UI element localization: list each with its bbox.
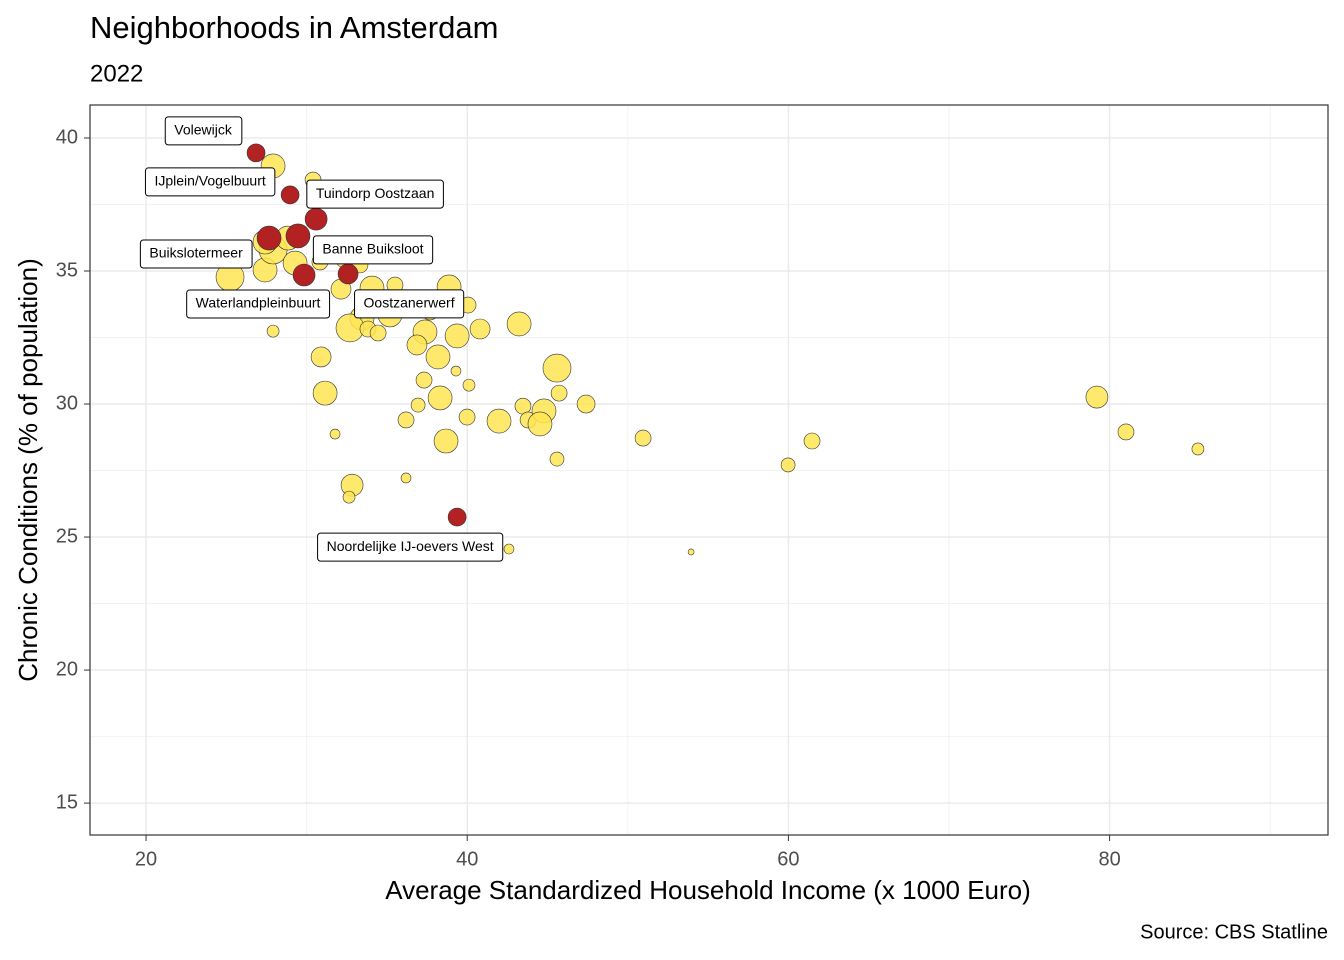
bubble (1117, 423, 1135, 441)
label-box (317, 532, 504, 562)
point-label: IJplein/Vogelbuurt (144, 167, 276, 197)
bubble (1085, 385, 1109, 409)
x-tick-label: 60 (777, 848, 799, 870)
bubble (444, 323, 470, 349)
x-tick-label: 20 (135, 848, 157, 870)
bubble (329, 428, 341, 440)
y-tick-label: 15 (56, 791, 78, 813)
bubble (506, 311, 532, 337)
bubble (469, 318, 491, 340)
y-tick-label: 20 (56, 658, 78, 680)
bubble (369, 324, 387, 342)
bubble (292, 263, 316, 287)
bubble (549, 451, 565, 467)
bubble (447, 507, 467, 527)
bubble (687, 548, 695, 556)
bubble (576, 394, 596, 414)
label-text: Banne Buiksloot (322, 241, 423, 257)
bubble (246, 143, 266, 163)
bubble (462, 378, 476, 392)
bubble (803, 432, 821, 450)
x-axis-label: Average Standardized Household Income (x… (385, 875, 1031, 905)
bubble (337, 263, 359, 285)
label-box (354, 289, 465, 319)
label-box (312, 235, 434, 265)
y-tick-label: 35 (56, 259, 78, 281)
y-tick-label: 40 (56, 126, 78, 148)
bubble (304, 207, 328, 231)
bubble (415, 371, 433, 389)
bubble (634, 429, 652, 447)
point-label: Banne Buiksloot (312, 235, 434, 265)
bubble (780, 457, 796, 473)
bubble (310, 346, 332, 368)
y-axis-label: Chronic Conditions (% of population) (13, 258, 43, 681)
bubble (410, 397, 426, 413)
label-text: IJplein/Vogelbuurt (154, 173, 265, 189)
bubble (433, 428, 459, 454)
bubble (397, 411, 415, 429)
label-box (186, 289, 331, 319)
point-label: Oostzanerwerf (354, 289, 465, 319)
bubble (427, 385, 453, 411)
y-tick-label: 30 (56, 392, 78, 414)
point-label: Tuindorp Oostzaan (306, 179, 444, 209)
point-label: Volewijck (164, 116, 243, 146)
label-box (164, 116, 243, 146)
bubble (312, 380, 338, 406)
label-text: Oostzanerwerf (364, 295, 455, 311)
bubble (550, 384, 568, 402)
caption: Source: CBS Statline (1140, 921, 1328, 943)
bubble (450, 365, 462, 377)
bubble (458, 408, 476, 426)
bubble (406, 334, 428, 356)
bubble (527, 411, 553, 437)
bubble (400, 472, 412, 484)
chart-title: Neighborhoods in Amsterdam (90, 10, 498, 45)
bubble (280, 185, 300, 205)
bubble (266, 324, 280, 338)
bubble (425, 344, 451, 370)
label-text: Noordelijke IJ-oevers West (327, 538, 494, 554)
label-text: Tuindorp Oostzaan (316, 185, 435, 201)
bubble (285, 223, 311, 249)
label-text: Volewijck (174, 122, 233, 138)
label-box (139, 239, 253, 269)
bubble (486, 408, 512, 434)
point-label: Buikslotermeer (139, 239, 253, 269)
bubble (256, 225, 282, 251)
label-box (306, 179, 444, 209)
y-tick-label: 25 (56, 525, 78, 547)
point-label: Waterlandpleinbuurt (186, 289, 331, 319)
label-text: Waterlandpleinbuurt (196, 295, 321, 311)
bubble (503, 543, 515, 555)
point-label: Noordelijke IJ-oevers West (317, 532, 504, 562)
x-tick-label: 80 (1098, 848, 1120, 870)
x-tick-label: 40 (456, 848, 478, 870)
chart-subtitle: 2022 (90, 60, 143, 87)
bubble (542, 353, 572, 383)
bubble (1191, 442, 1205, 456)
label-box (144, 167, 276, 197)
plot-border (89, 104, 1329, 836)
bubble (342, 490, 356, 504)
label-text: Buikslotermeer (149, 245, 243, 261)
